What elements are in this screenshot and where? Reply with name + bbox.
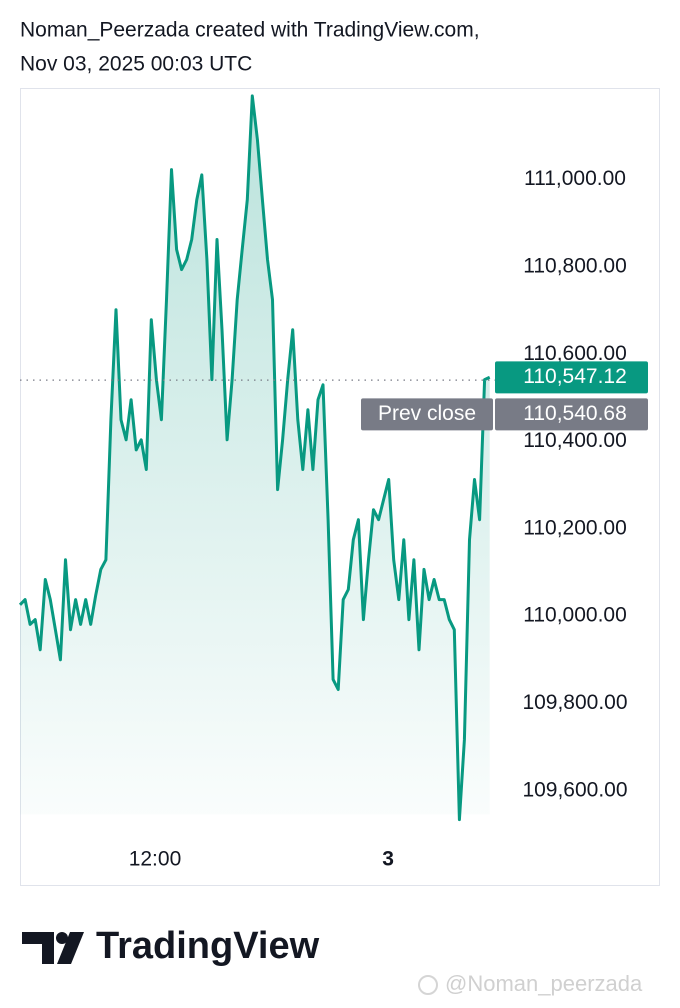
brand-logo	[22, 932, 84, 964]
chart-subtitle: Nov 03, 2025 00:03 UTC	[20, 53, 252, 76]
y-tick-label: 111,000.00	[524, 167, 626, 190]
prev-close-tag	[361, 398, 493, 431]
last-price-box	[495, 361, 648, 394]
prev-close-box	[495, 398, 648, 431]
brand-name: TradingView	[96, 925, 320, 967]
x-tick-label: 3	[382, 848, 394, 871]
last-price-label: 110,547.12	[523, 365, 627, 388]
y-tick-label: 110,200.00	[523, 516, 627, 539]
chart-title: Noman_Peerzada created with TradingView.…	[20, 19, 480, 42]
y-tick-label: 110,800.00	[523, 255, 627, 278]
prev-close-name: Prev close	[378, 402, 476, 425]
y-tick-label: 109,600.00	[522, 778, 627, 801]
y-tick-label: 109,800.00	[522, 691, 627, 714]
area-fill	[20, 95, 490, 820]
chart-frame	[20, 88, 660, 886]
watermark: @Noman_peerzada	[445, 971, 643, 996]
prev-close-label: 110,540.68	[523, 402, 627, 425]
y-tick-label: 110,400.00	[523, 429, 627, 452]
watermark-icon	[418, 975, 438, 995]
x-tick-label: 12:00	[129, 848, 182, 871]
y-tick-label: 110,000.00	[523, 604, 627, 627]
y-tick-label: 110,600.00	[523, 342, 627, 365]
price-line	[18, 94, 491, 822]
